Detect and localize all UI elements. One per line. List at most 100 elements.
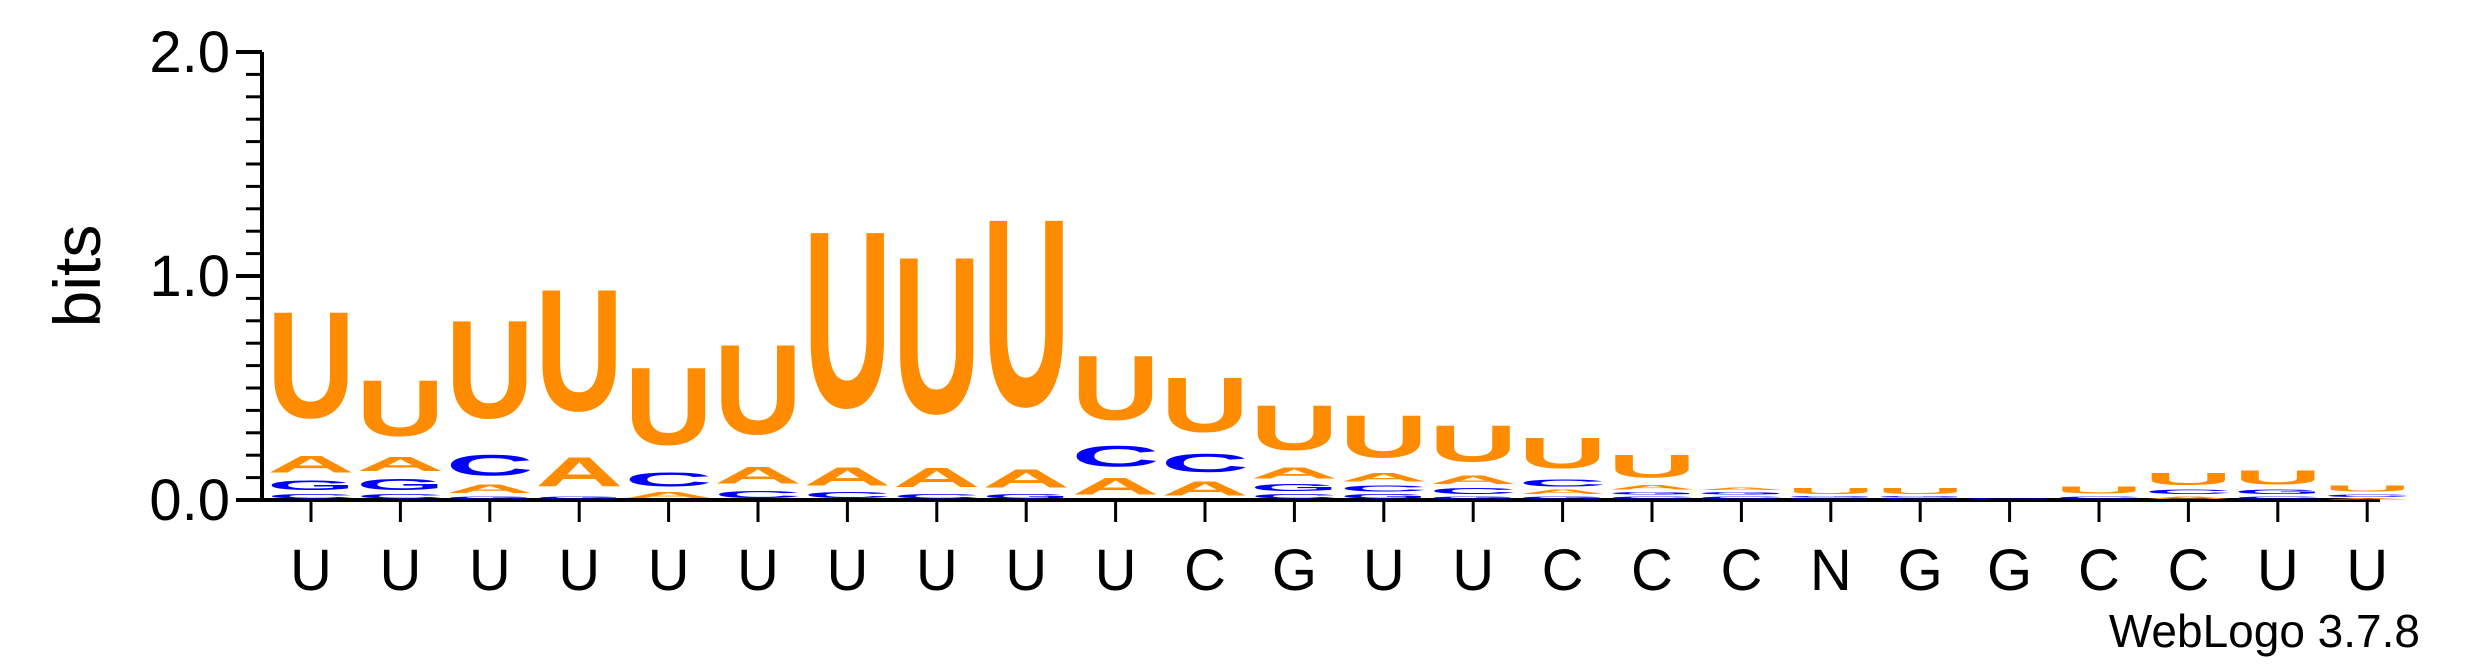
logo-letter-u: U — [1161, 360, 1249, 448]
logo-letter-c: C — [1340, 484, 1428, 493]
logo-letter-c: C — [2234, 496, 2322, 500]
logo-letter-c: C — [893, 493, 981, 500]
logo-letter-c: C — [2055, 496, 2143, 500]
y-axis-label: bits — [40, 225, 114, 328]
logo-letter-u: U — [1787, 487, 1875, 496]
logo-letter-u: U — [714, 319, 802, 461]
logo-letter-a: A — [982, 464, 1070, 493]
logo-letter-g: G — [1787, 496, 1875, 498]
logo-letter-g: G — [1429, 496, 1517, 500]
x-ticks — [309, 500, 2369, 522]
x-tick-label: U — [290, 538, 332, 603]
logo-letter-c: C — [1519, 478, 1607, 489]
x-tick-label: C — [1542, 538, 1584, 603]
x-tick-label: C — [2167, 538, 2209, 603]
letter-stack: ACU — [2144, 469, 2232, 500]
letter-stacks: CGAUCGAUGACUGAUACUCAUCAUCAUGAUACUACUCGAU… — [267, 164, 2411, 500]
x-tick-label: U — [2346, 538, 2388, 603]
letter-stack: ACU — [1161, 360, 1249, 500]
logo-letter-g: G — [1876, 496, 1964, 498]
logo-letter-c: C — [1608, 496, 1696, 500]
logo-letter-u: U — [2144, 469, 2232, 489]
logo-letter-u: U — [1876, 487, 1964, 496]
logo-letter-g: G — [1519, 496, 1607, 500]
logo-letter-u: U — [803, 179, 891, 460]
letter-stack: CGU — [1787, 487, 1875, 500]
weblogo-credit: WebLogo 3.7.8 — [2109, 605, 2420, 657]
x-tick-label: C — [2078, 538, 2120, 603]
x-tick-label: C — [1184, 538, 1226, 603]
logo-letter-a: A — [535, 449, 623, 496]
letter-stack: CAU — [803, 179, 891, 500]
x-tick-label: U — [1095, 538, 1137, 603]
logo-letter-u: U — [2323, 484, 2411, 493]
x-tick-label: U — [379, 538, 421, 603]
logo-letter-a: A — [803, 462, 891, 491]
logo-letter-c: C — [1072, 439, 1160, 472]
logo-letter-c: C — [714, 489, 802, 500]
logo-letter-u: U — [1072, 336, 1160, 439]
logo-letter-c: C — [625, 469, 713, 491]
logo-letter-u: U — [2234, 466, 2322, 488]
logo-letter-a: A — [446, 482, 534, 495]
logo-letter-a: A — [2323, 498, 2411, 500]
logo-letter-u: U — [535, 253, 623, 448]
letter-stack: ACU — [625, 345, 713, 500]
logo-letter-u: U — [1608, 448, 1696, 484]
logo-letter-a: A — [714, 462, 802, 489]
logo-letter-g: G — [1340, 493, 1428, 500]
letter-stack: ACU — [1072, 336, 1160, 500]
logo-letter-c: C — [803, 491, 891, 500]
y-tick-label: 0.0 — [149, 468, 230, 533]
logo-letter-a: A — [356, 453, 444, 475]
x-tick-label: U — [2257, 538, 2299, 603]
logo-letter-u: U — [446, 291, 534, 448]
logo-letter-a: A — [1429, 473, 1517, 486]
logo-letter-u: U — [1519, 429, 1607, 478]
logo-letter-u: U — [893, 211, 981, 461]
y-tick-label: 2.0 — [149, 20, 230, 85]
logo-letter-c: C — [1250, 493, 1338, 500]
logo-letter-g: G — [1966, 498, 2054, 500]
logo-letter-a: A — [1519, 489, 1607, 496]
logo-letter-g: G — [1697, 491, 1785, 495]
logo-letter-c: C — [1161, 448, 1249, 477]
x-tick-label: U — [469, 538, 511, 603]
logo-letter-a: A — [1697, 487, 1785, 491]
logo-letter-c: C — [1787, 498, 1875, 500]
logo-letter-g: G — [2234, 489, 2322, 496]
logo-letter-u: U — [356, 363, 444, 452]
logo-letter-a: A — [625, 491, 713, 500]
letter-stack: CGU — [1876, 487, 1964, 500]
logo-letter-a: A — [893, 462, 981, 493]
x-tick-label: U — [826, 538, 868, 603]
logo-letter-g: G — [267, 478, 355, 494]
x-tick-label: U — [1452, 538, 1494, 603]
logo-letter-g: G — [356, 475, 444, 493]
logo-letter-u: U — [625, 345, 713, 468]
logo-letter-c: C — [2144, 489, 2232, 496]
x-tick-label: C — [1631, 538, 1673, 603]
letter-stack: ACU — [2323, 484, 2411, 500]
logo-letter-u: U — [982, 164, 1070, 463]
logo-letter-c: C — [2323, 493, 2411, 497]
x-tick-label: G — [1272, 538, 1317, 603]
logo-letter-g: G — [446, 496, 534, 500]
logo-letter-g: G — [1250, 482, 1338, 493]
x-tick-label: U — [737, 538, 779, 603]
logo-letter-g: G — [982, 493, 1070, 500]
logo-letter-u: U — [2055, 484, 2143, 495]
logo-letter-c: C — [356, 493, 444, 500]
y-tick-label: 1.0 — [149, 244, 230, 309]
logo-letter-u: U — [1340, 404, 1428, 471]
letter-stack: CGA — [1697, 487, 1785, 500]
letter-stack: GAU — [982, 164, 1070, 499]
